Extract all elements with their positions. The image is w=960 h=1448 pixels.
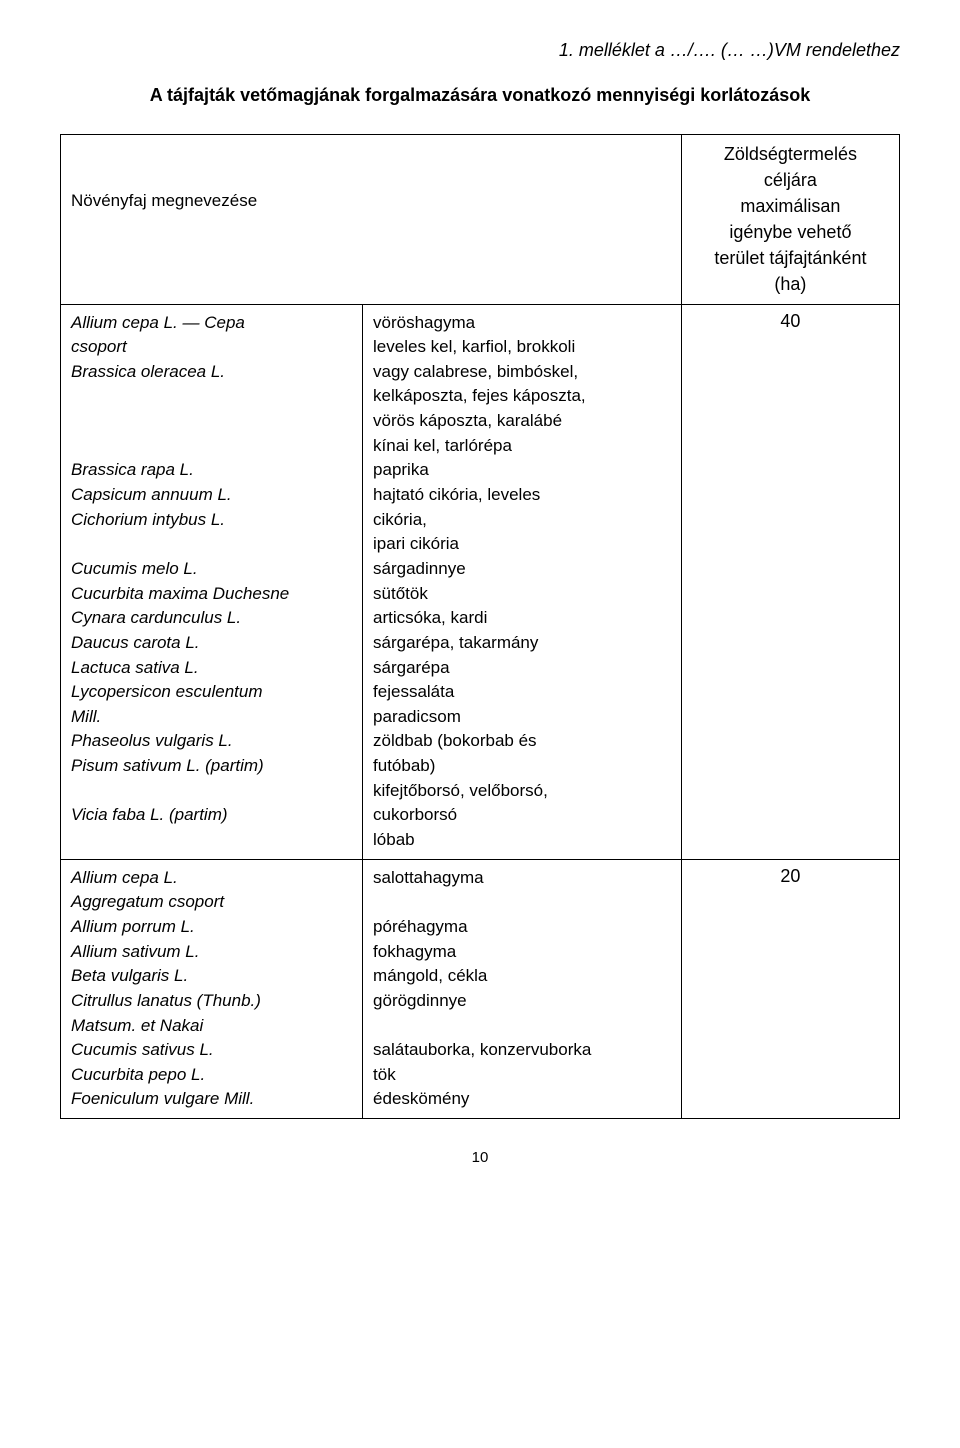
page-number: 10 bbox=[60, 1149, 900, 1166]
header-limit: Zöldségtermelés céljára maximálisan igén… bbox=[681, 135, 899, 305]
species-text: Foeniculum vulgare Mill. bbox=[71, 1089, 254, 1108]
species-cell-20: Allium cepa L. Aggregatum csoport Allium… bbox=[61, 859, 363, 1118]
limit-cell-40: 40 bbox=[681, 304, 899, 859]
common-text: fokhagyma bbox=[373, 940, 671, 965]
common-text: paprika bbox=[373, 458, 671, 483]
common-text: görögdinnye bbox=[373, 989, 671, 1014]
table-header-row: Növényfaj megnevezése Zöldségtermelés cé… bbox=[61, 135, 900, 305]
common-cell-40: vöröshagyma leveles kel, karfiol, brokko… bbox=[363, 304, 682, 859]
species-text: Mill. bbox=[71, 707, 101, 726]
common-text: mángold, cékla bbox=[373, 964, 671, 989]
common-text: kifejtőborsó, velőborsó, bbox=[373, 779, 671, 804]
common-text: articsóka, kardi bbox=[373, 606, 671, 631]
species-text bbox=[71, 436, 76, 455]
common-text: édeskömény bbox=[373, 1087, 671, 1112]
common-text: salátauborka, konzervuborka bbox=[373, 1038, 671, 1063]
common-text: vöröshagyma bbox=[373, 311, 671, 336]
page-title: A tájfajták vetőmagjának forgalmazására … bbox=[60, 85, 900, 106]
species-text bbox=[71, 830, 76, 849]
attachment-label: 1. melléklet a …/…. (… …)VM rendelethez bbox=[60, 40, 900, 61]
species-text: Cynara cardunculus L. bbox=[71, 608, 241, 627]
species-text: Capsicum annuum L. bbox=[71, 485, 232, 504]
species-text bbox=[71, 386, 76, 405]
group-row-20: Allium cepa L. Aggregatum csoport Allium… bbox=[61, 859, 900, 1118]
species-text: Allium sativum L. bbox=[71, 942, 199, 961]
limit-cell-20: 20 bbox=[681, 859, 899, 1118]
common-text: vörös káposzta, karalábé bbox=[373, 409, 671, 434]
common-text: tök bbox=[373, 1063, 671, 1088]
limits-table: Növényfaj megnevezése Zöldségtermelés cé… bbox=[60, 134, 900, 1119]
species-text bbox=[71, 411, 76, 430]
common-text: leveles kel, karfiol, brokkoli bbox=[373, 335, 671, 360]
species-text: Daucus carota L. bbox=[71, 633, 200, 652]
species-cell-40: Allium cepa L. — Cepa csoport Brassica o… bbox=[61, 304, 363, 859]
species-text: Cucumis melo L. bbox=[71, 559, 198, 578]
species-text: Phaseolus vulgaris L. bbox=[71, 731, 233, 750]
species-text: Vicia faba L. (partim) bbox=[71, 805, 228, 824]
common-text: paradicsom bbox=[373, 705, 671, 730]
common-text: sütőtök bbox=[373, 582, 671, 607]
common-text: póréhagyma bbox=[373, 915, 671, 940]
species-text: Aggregatum csoport bbox=[71, 892, 224, 911]
common-text: fejessaláta bbox=[373, 680, 671, 705]
species-text: Matsum. et Nakai bbox=[71, 1016, 203, 1035]
common-text: sárgarépa bbox=[373, 656, 671, 681]
common-text bbox=[373, 890, 671, 915]
species-text: Allium cepa L. — Cepa bbox=[71, 313, 245, 332]
common-text: hajtató cikória, leveles bbox=[373, 483, 671, 508]
species-text: Allium cepa L. bbox=[71, 868, 178, 887]
common-text: vagy calabrese, bimbóskel, bbox=[373, 360, 671, 385]
species-text: Pisum sativum L. (partim) bbox=[71, 756, 264, 775]
species-text: Brassica oleracea L. bbox=[71, 362, 225, 381]
page: 1. melléklet a …/…. (… …)VM rendelethez … bbox=[0, 0, 960, 1196]
species-text: Lactuca sativa L. bbox=[71, 658, 199, 677]
common-text: cikória, bbox=[373, 508, 671, 533]
species-text: Lycopersicon esculentum bbox=[71, 682, 263, 701]
species-text bbox=[71, 534, 76, 553]
common-text: salottahagyma bbox=[373, 866, 671, 891]
header-species: Növényfaj megnevezése bbox=[61, 135, 682, 305]
species-text: Citrullus lanatus (Thunb.) bbox=[71, 991, 261, 1010]
common-text: ipari cikória bbox=[373, 532, 671, 557]
species-text: Allium porrum L. bbox=[71, 917, 195, 936]
species-text: Cucumis sativus L. bbox=[71, 1040, 214, 1059]
group-row-40: Allium cepa L. — Cepa csoport Brassica o… bbox=[61, 304, 900, 859]
common-text: futóbab) bbox=[373, 754, 671, 779]
common-text: sárgarépa, takarmány bbox=[373, 631, 671, 656]
common-text: zöldbab (bokorbab és bbox=[373, 729, 671, 754]
species-text: csoport bbox=[71, 337, 127, 356]
common-text: sárgadinnye bbox=[373, 557, 671, 582]
species-text bbox=[71, 781, 76, 800]
species-text: Beta vulgaris L. bbox=[71, 966, 188, 985]
common-text: kelkáposzta, fejes káposzta, bbox=[373, 384, 671, 409]
common-text bbox=[373, 1014, 671, 1039]
common-text: kínai kel, tarlórépa bbox=[373, 434, 671, 459]
common-text: cukorborsó bbox=[373, 803, 671, 828]
species-text: Cichorium intybus L. bbox=[71, 510, 225, 529]
species-text: Cucurbita maxima Duchesne bbox=[71, 584, 289, 603]
common-text: lóbab bbox=[373, 828, 671, 853]
common-cell-20: salottahagyma póréhagyma fokhagyma mángo… bbox=[363, 859, 682, 1118]
species-text: Cucurbita pepo L. bbox=[71, 1065, 205, 1084]
species-text: Brassica rapa L. bbox=[71, 460, 194, 479]
